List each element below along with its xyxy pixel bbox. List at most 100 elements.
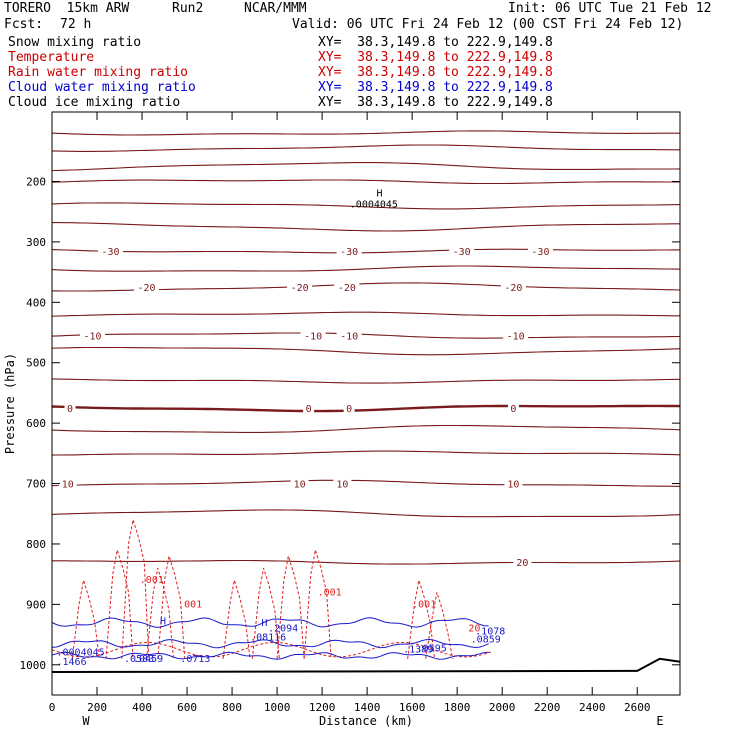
legend-cloud-ice-xy: XY= 38.3,149.8 to 222.9,149.8 (318, 95, 553, 110)
x-tick-label: 2200 (534, 701, 561, 714)
x-tick-label: 2000 (489, 701, 516, 714)
x-tick-label: 2600 (624, 701, 651, 714)
isotherm-label-bg (504, 477, 523, 489)
legend-temperature-xy: XY= 38.3,149.8 to 222.9,149.8 (318, 50, 553, 65)
isotherm-line (51, 202, 681, 210)
rain-contour (71, 580, 100, 659)
isotherm-label: 20 (516, 558, 528, 569)
cloud-value-label: .0595 (417, 644, 447, 655)
isotherm-line (51, 346, 681, 356)
y-tick-label: 400 (26, 296, 46, 309)
isotherm-label-bg (449, 244, 475, 256)
isotherm-label: -20 (504, 283, 522, 294)
isotherm-line (51, 311, 680, 317)
cloud-value-label: .0583 (124, 654, 154, 665)
cloud-value-label: .2094 (268, 624, 298, 635)
x-tick-label: 0 (49, 701, 56, 714)
rain-contour (407, 580, 436, 659)
cloud-value-label: .1078 (475, 627, 505, 638)
rain-band (51, 641, 492, 658)
isotherm-label: -20 (338, 283, 356, 294)
run-label: Run2 (172, 1, 204, 16)
isotherm-label-bg (300, 329, 326, 341)
cloud-value-label: .0713 (180, 654, 210, 665)
y-tick-label: 700 (26, 478, 46, 491)
y-tick-label: 600 (26, 417, 46, 430)
org-label: NCAR/MMM (244, 1, 307, 16)
x-tick-label: 1400 (354, 701, 381, 714)
fcst-value: 72 h (60, 17, 92, 32)
isotherm-line (51, 179, 680, 185)
isotherm-label-bg (64, 402, 76, 414)
isotherm-label: 10 (62, 480, 74, 491)
init-time: Init: 06 UTC Tue 21 Feb 12 (508, 1, 712, 16)
cloud-water-contour (51, 617, 489, 628)
isotherm-layer: -30 -30 -30 -30 -20 -20 -20 -20 -10 -10 -10 -10 0 0 0 0… (51, 130, 681, 569)
isotherm-label-bg (80, 329, 106, 341)
isotherm-label-bg (303, 402, 315, 414)
isotherm-line (51, 404, 681, 413)
isotherm-line (51, 450, 681, 456)
cloud-value-label: .0859 (471, 634, 501, 645)
legend-rain: Rain water mixing ratio (8, 65, 189, 80)
x-tick-label: 1000 (264, 701, 291, 714)
rain-contour (157, 555, 186, 659)
x-tick-label: 400 (132, 701, 152, 714)
isotherm-label-bg (336, 329, 362, 341)
chart-annotation: .0004045 (350, 199, 398, 210)
x-tick-label: 1800 (444, 701, 471, 714)
rain-contour (121, 519, 150, 659)
isotherm-label: -20 (138, 283, 156, 294)
cloud-value-label: .0004045 (57, 648, 105, 659)
ground-layer (51, 657, 681, 674)
isotherm-label: -30 (340, 247, 358, 258)
cloud-value-label: .0459 (133, 654, 163, 665)
cloud-value-label: .001 (412, 599, 436, 610)
isotherm-label-bg (336, 244, 362, 256)
cloud-water-contour (51, 651, 489, 660)
isotherm-line (51, 265, 681, 272)
x-tick-label: 800 (222, 701, 242, 714)
y-tick-label: 1000 (20, 659, 47, 672)
isotherm-label: -10 (304, 332, 322, 343)
isotherm-label-bg (500, 281, 526, 293)
isotherm-line (52, 222, 680, 232)
plot-frame (51, 111, 681, 696)
legend-rain-xy: XY= 38.3,149.8 to 222.9,149.8 (318, 65, 553, 80)
legend-snow: Snow mixing ratio (8, 35, 142, 50)
isotherm-label: -10 (340, 332, 358, 343)
annotation-layer: H.0004045 (350, 189, 398, 211)
isotherm-line (51, 509, 681, 518)
fcst-label: Fcst: (4, 17, 44, 32)
x-tick-label: 1600 (399, 701, 426, 714)
rain-contour-layer (51, 519, 492, 659)
isotherm-label-bg (58, 477, 77, 489)
isotherm-line (51, 144, 680, 152)
cloud-value-label: .001 (178, 599, 202, 610)
x-tick-label: 200 (87, 701, 107, 714)
isotherm-label-bg (334, 281, 360, 293)
isotherm-label: 0 (67, 404, 73, 415)
y-tick-label: 800 (26, 538, 46, 551)
rain-contour (303, 549, 332, 659)
y-tick-label: 900 (26, 598, 46, 611)
cloud-value-label: H (160, 616, 166, 627)
rain-contour (276, 555, 305, 659)
isotherm-line (51, 130, 680, 136)
rain-contour (222, 580, 251, 659)
rain-contour (146, 567, 175, 659)
isotherm-label: -20 (291, 283, 309, 294)
isotherm-label-bg (290, 477, 309, 489)
cloud-value-label: .1466 (57, 657, 87, 668)
ground-line (51, 657, 681, 674)
isotherm-label: 0 (306, 404, 312, 415)
isotherm-label: 10 (336, 480, 348, 491)
axes-layer: 0 200 400 600 800 1000 1200 1400 1600 1800 2000 220… (20, 112, 680, 714)
isotherm-line (52, 559, 681, 565)
isotherm-label: 10 (294, 480, 306, 491)
legend-snow-xy: XY= 38.3,149.8 to 222.9,149.8 (318, 35, 553, 50)
y-tick-label: 500 (26, 357, 46, 370)
x-axis-label: Distance (km) (319, 714, 413, 728)
isotherm-label: -30 (531, 247, 549, 258)
